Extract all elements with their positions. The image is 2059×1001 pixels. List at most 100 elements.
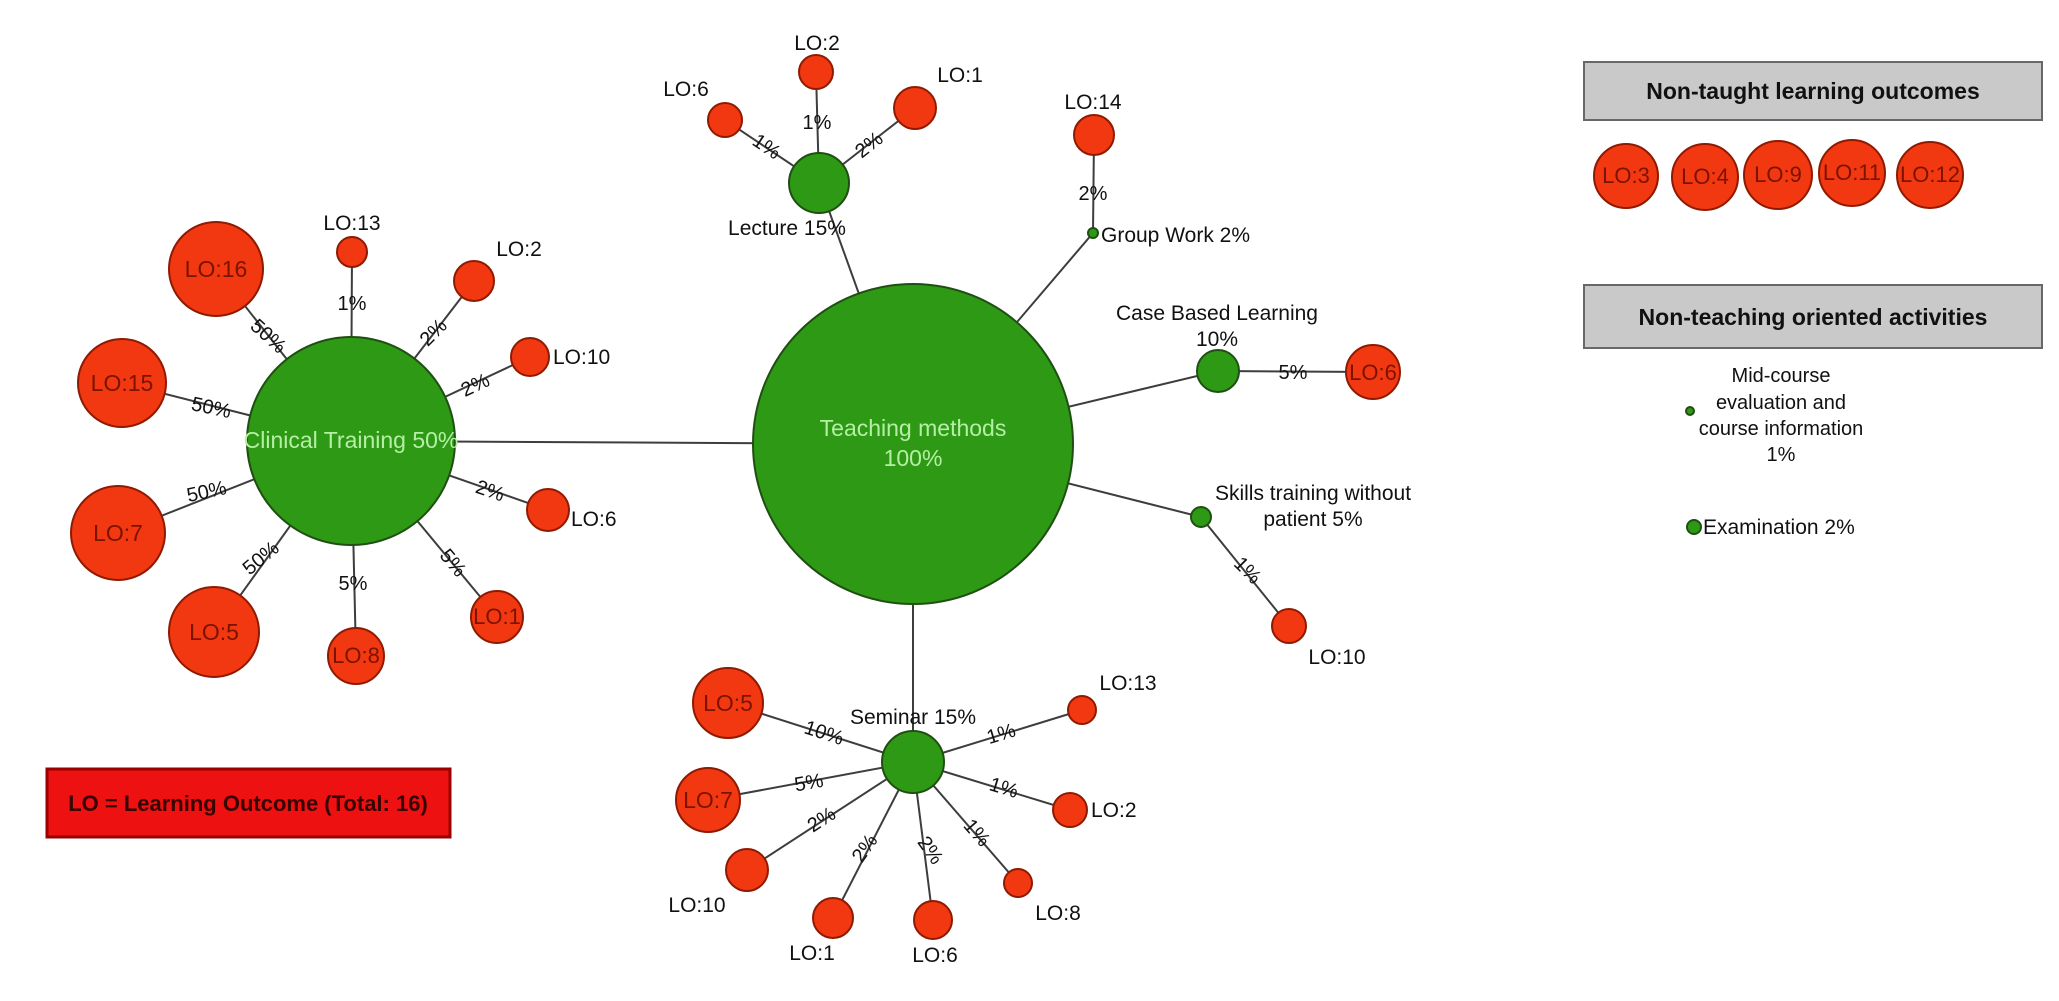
seminar-lo2-label: LO:2 — [1091, 799, 1137, 822]
clinical-lo2-node — [453, 260, 495, 302]
lecture-lo6-label: LO:6 — [663, 78, 709, 101]
clinical-lo5-node — [168, 586, 260, 678]
skills-label-line2: patient 5% — [1263, 508, 1362, 531]
legend-activities-title: Non-teaching oriented activities — [1639, 304, 1988, 330]
clinical-lo16-node — [168, 221, 264, 317]
legend-lo11-node — [1818, 139, 1886, 207]
seminar-lo13-node — [1067, 695, 1097, 725]
clinical-lo8-node — [327, 627, 385, 685]
clinical-lo13-label: LO:13 — [323, 212, 380, 235]
clinical-lo7-node — [70, 485, 166, 581]
node-case-based-learning — [1196, 349, 1240, 393]
seminar-lo5-node — [692, 667, 764, 739]
lecture-lo6-node — [707, 102, 743, 138]
legend-non-taught-title: Non-taught learning outcomes — [1646, 78, 1980, 104]
seminar-lo7-pct: 5% — [793, 770, 826, 797]
seminar-lo2-node — [1052, 792, 1088, 828]
seminar-lo2-pct: 1% — [987, 774, 1021, 804]
mid-course-line2: evaluation and — [1716, 392, 1846, 414]
clinical-lo13-node — [336, 236, 368, 268]
node-group-work — [1087, 227, 1099, 239]
clinical-lo7-label: LO:7 — [93, 520, 143, 546]
seminar-label: Seminar 15% — [850, 706, 976, 729]
clinical-lo2-label: LO:2 — [496, 238, 542, 261]
legend-lo12-node — [1896, 141, 1964, 209]
seminar-lo10-pct: 2% — [804, 803, 840, 837]
seminar-lo7-label: LO:7 — [683, 787, 733, 813]
examination-dot — [1686, 519, 1702, 535]
edge-line — [707, 761, 914, 801]
seminar-lo6-pct: 2% — [913, 832, 948, 868]
lecture-lo2-pct: 1% — [803, 112, 832, 134]
casebased-lo6-pct: 5% — [1279, 362, 1308, 384]
skills-label-line1: Skills training without — [1215, 482, 1411, 505]
seminar-lo13-pct: 1% — [984, 719, 1018, 749]
clinical-lo6-node — [526, 488, 570, 532]
clinical-lo6-pct: 2% — [473, 476, 508, 506]
clinical-lo16-label: LO:16 — [185, 256, 248, 282]
seminar-lo1-label: LO:1 — [789, 942, 835, 965]
legend-non-taught: Non-taught learning outcomes LO:3 LO:4 L… — [1583, 61, 2043, 211]
clinical-lo5-label: LO:5 — [189, 619, 239, 645]
lecture-lo1-label: LO:1 — [937, 64, 983, 87]
legend-lo4-label: LO:4 — [1681, 164, 1729, 189]
clinical-lo10-pct: 2% — [458, 369, 494, 401]
skills-lo10-node — [1271, 608, 1307, 644]
seminar-lo13-label: LO:13 — [1099, 672, 1156, 695]
seminar-lo1-pct: 2% — [848, 830, 883, 866]
lecture-label: Lecture 15% — [728, 217, 846, 240]
casebased-lo6-node — [1345, 344, 1401, 400]
seminar-lo6-node — [913, 900, 953, 940]
callout: LO = Learning Outcome (Total: 16) — [45, 767, 452, 839]
legend-lo3-label: LO:3 — [1602, 163, 1650, 188]
legend-lo9-label: LO:9 — [1754, 162, 1802, 187]
teaching-methods-label: Teaching methods — [820, 415, 1007, 441]
clinical-lo10-label: LO:10 — [553, 346, 610, 369]
seminar-lo7-node — [675, 767, 741, 833]
lecture-lo2-label: LO:2 — [794, 32, 840, 55]
callout-box — [45, 767, 452, 839]
seminar-lo5-pct: 10% — [801, 717, 846, 750]
nodes — [70, 54, 1401, 940]
edge-line — [1200, 516, 1290, 627]
legend-activities: Non-teaching oriented activities Mid-cou… — [1583, 284, 2043, 539]
clinical-lo15-label: LO:15 — [91, 370, 154, 396]
clinical-lo6-label: LO:6 — [571, 508, 617, 531]
edge-line — [746, 761, 914, 871]
clinical-lo8-pct: 5% — [339, 573, 368, 595]
casebased-lo6-label: LO:6 — [1349, 360, 1397, 385]
clinical-lo15-node — [77, 338, 167, 428]
groupwork-lo14-label: LO:14 — [1064, 91, 1122, 114]
clinical-lo13-pct: 1% — [338, 293, 367, 315]
clinical-lo10-node — [510, 337, 550, 377]
callout-label: LO = Learning Outcome (Total: 16) — [68, 791, 428, 816]
teaching-methods-pct: 100% — [884, 445, 943, 471]
seminar-lo8-node — [1003, 868, 1033, 898]
node-clinical-training — [246, 336, 456, 546]
case-based-label-line1: Case Based Learning — [1116, 302, 1318, 325]
node-seminar — [881, 730, 945, 794]
node-labels: Teaching methods 100% Clinical Training … — [91, 32, 1412, 967]
mid-course-line1: Mid-course — [1732, 365, 1831, 387]
legend-lo4-node — [1671, 143, 1739, 211]
seminar-lo5-label: LO:5 — [703, 690, 753, 716]
legend-lo12-label: LO:12 — [1900, 162, 1960, 187]
mid-course-dot — [1685, 406, 1695, 416]
seminar-lo1-node — [812, 897, 854, 939]
skills-lo10-label: LO:10 — [1308, 646, 1365, 669]
clinical-lo1-label: LO:1 — [473, 604, 521, 629]
seminar-lo10-node — [725, 848, 769, 892]
clinical-lo2-pct: 2% — [416, 315, 452, 351]
legend-non-taught-box — [1583, 61, 2043, 121]
lecture-lo1-node — [893, 86, 937, 130]
groupwork-lo14-pct: 2% — [1079, 183, 1108, 205]
seminar-lo6-label: LO:6 — [912, 944, 958, 967]
clinical-lo8-label: LO:8 — [332, 643, 380, 668]
node-skills-training — [1190, 506, 1212, 528]
mid-course-line3: course information — [1699, 418, 1864, 440]
lecture-lo6-pct: 1% — [748, 130, 784, 165]
legend-lo11-label: LO:11 — [1823, 160, 1881, 185]
legend-lo3-node — [1593, 143, 1659, 209]
node-lecture — [788, 152, 850, 214]
